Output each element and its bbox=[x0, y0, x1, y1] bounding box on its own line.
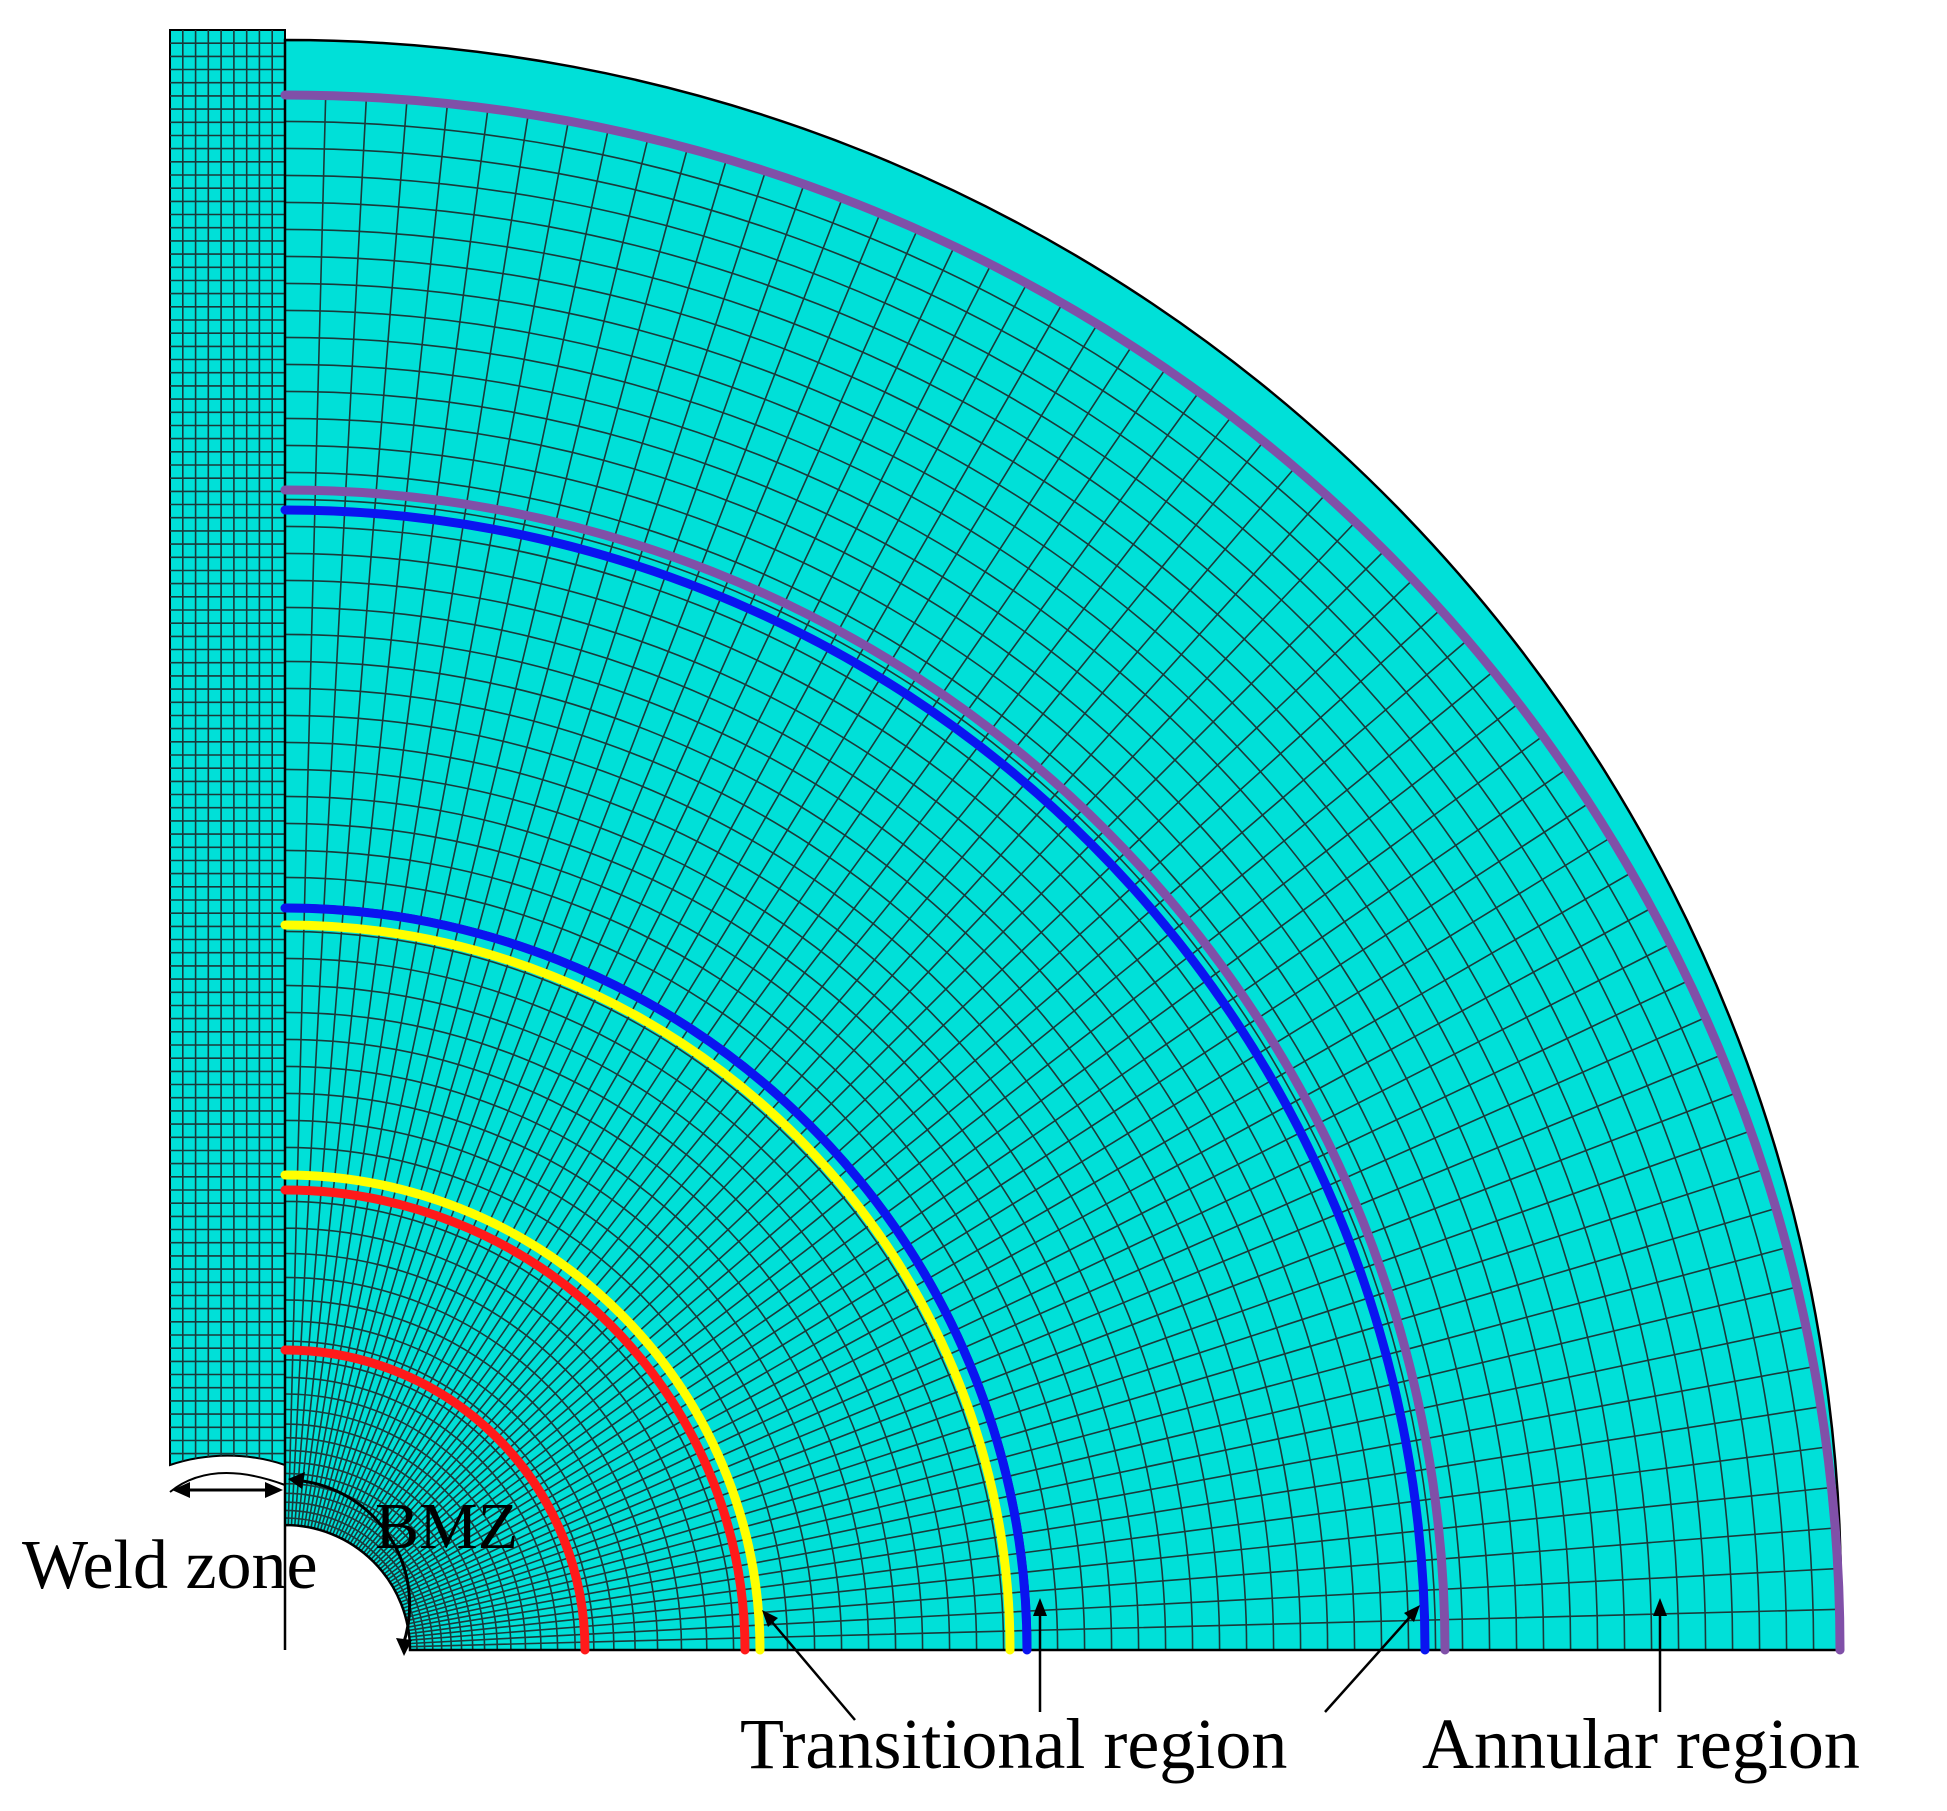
annulus-outline bbox=[283, 38, 1843, 1652]
red-ring-outer bbox=[280, 1185, 750, 1655]
bmz-label: BMZ bbox=[375, 1490, 518, 1563]
annulus-fill bbox=[285, 39, 1841, 1650]
mesh-radial-lines bbox=[285, 95, 1840, 1650]
bmz-arrowhead-bottom bbox=[396, 1638, 412, 1656]
yellow-ring-outer bbox=[280, 920, 1015, 1655]
annular-region-label: Annular region bbox=[1422, 1704, 1860, 1784]
transitional-region-label: Transitional region bbox=[740, 1704, 1287, 1784]
transitional-arrow-1 bbox=[771, 1621, 856, 1721]
weld-zone-grid bbox=[170, 30, 285, 1465]
blue-ring-inner bbox=[280, 903, 1032, 1655]
bmz-arrowhead-top bbox=[288, 1472, 305, 1489]
weld-zone-mesh bbox=[169, 29, 286, 1467]
weld-zone-grid-lines bbox=[170, 30, 285, 1465]
purple-ring-inner bbox=[280, 485, 1450, 1655]
transitional-arrowhead-2 bbox=[1033, 1598, 1047, 1616]
red-ring-inner bbox=[280, 1345, 590, 1655]
region-boundary-rings bbox=[280, 90, 1845, 1655]
purple-ring-outer bbox=[280, 90, 1845, 1655]
weld-zone-arrowhead-right bbox=[265, 1482, 283, 1498]
bmz-arc-arrow bbox=[292, 1478, 412, 1646]
weld-zone-curve bbox=[169, 1472, 286, 1493]
annulus-grid bbox=[285, 95, 1840, 1650]
transitional-arrowhead-3 bbox=[1404, 1605, 1420, 1622]
transitional-arrowhead-1 bbox=[762, 1610, 778, 1627]
yellow-ring-inner bbox=[280, 1170, 765, 1655]
callout-arrows bbox=[762, 1598, 1667, 1721]
blue-ring-outer bbox=[280, 505, 1430, 1655]
annulus-mesh bbox=[283, 38, 1843, 1652]
weld-zone-fill bbox=[169, 29, 286, 1467]
annular-arrowhead bbox=[1653, 1598, 1667, 1616]
weld-zone-dimension bbox=[169, 1472, 286, 1498]
bmz-dimension bbox=[288, 1472, 412, 1656]
transitional-arrow-3 bbox=[1324, 1616, 1411, 1713]
weld-zone-arrowhead-left bbox=[172, 1482, 190, 1498]
weld-zone-label: Weld zone bbox=[22, 1527, 318, 1604]
